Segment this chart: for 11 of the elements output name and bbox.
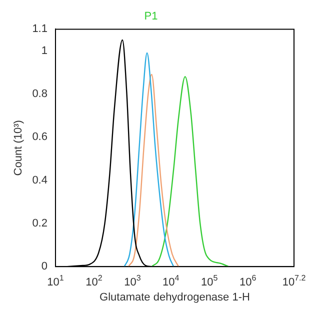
y-axis-title: Count (10³) (12, 120, 25, 176)
x-axis-title: Glutamate dehydrogenase 1-H (100, 291, 250, 304)
y-tick-label: 0.4 (32, 174, 48, 186)
y-tick-label: 0.2 (32, 217, 48, 230)
y-tick-label: 1 (41, 44, 48, 57)
y-tick-label: 0.8 (32, 88, 48, 100)
y-tick-label: 1.1 (32, 23, 48, 36)
y-tick-label: 0.6 (32, 131, 48, 144)
y-tick-label: 0 (41, 260, 48, 273)
line-series (124, 52, 174, 267)
chart-title: P1 (144, 10, 158, 23)
